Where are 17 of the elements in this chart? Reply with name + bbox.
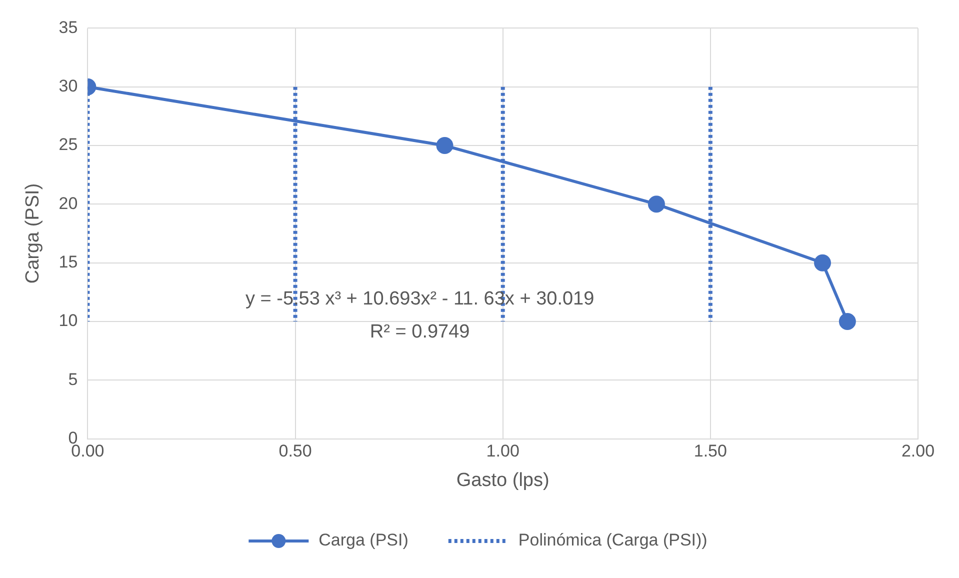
annotation: R² = 0.9749 [370, 321, 470, 342]
x-tick-label: 1.00 [486, 442, 520, 461]
y-tick-label: 20 [58, 194, 78, 213]
annotation: y = -5.53 x³ + 10.693x² - 11. 63x + 30.019 [245, 288, 594, 310]
y-axis-title: Carga (PSI) [22, 183, 44, 284]
x-tick-label: 0.50 [278, 442, 312, 461]
x-tick-label: 2.00 [901, 442, 935, 461]
legend-label: Carga (PSI) [318, 530, 408, 550]
x-axis-title: Gasto (lps) [456, 470, 550, 491]
y-tick-label: 10 [58, 311, 78, 330]
legend-label: Polinómica (Carga (PSI)) [518, 530, 708, 550]
y-tick-label: 35 [58, 18, 78, 37]
y-tick-label: 5 [68, 370, 78, 389]
x-tick-label: 1.50 [694, 442, 727, 461]
y-tick-label: 15 [58, 252, 78, 272]
y-tick-label: 25 [58, 135, 78, 154]
y-tick-label: 30 [58, 76, 78, 96]
